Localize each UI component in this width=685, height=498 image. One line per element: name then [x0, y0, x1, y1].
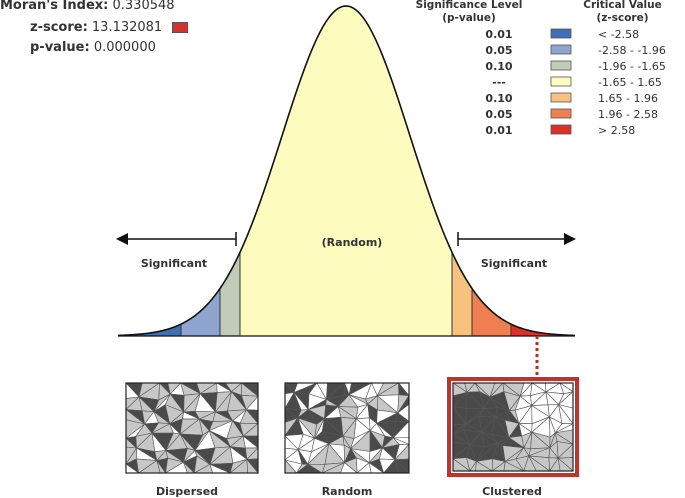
significance-heading-line1: Significance Level	[415, 0, 523, 11]
legend-z-range: < -2.58	[598, 28, 639, 41]
region-random	[240, 6, 452, 336]
region-gray-green	[220, 252, 240, 336]
region-orange	[472, 288, 511, 336]
p-value-value: 0.000000	[93, 40, 156, 55]
legend-color-swatch	[550, 28, 572, 39]
region-blue-dark	[118, 324, 181, 336]
clustered-highlight-frame	[447, 377, 579, 477]
legend-z-range: 1.65 - 1.96	[598, 92, 658, 105]
legend-p-value: 0.01	[485, 124, 512, 137]
legend-z-range: -2.58 - -1.96	[598, 44, 666, 57]
random-label: (Random)	[322, 236, 383, 249]
right-significant-label: Significant	[481, 257, 547, 270]
legend-color-swatch	[550, 44, 572, 55]
critical-value-heading-line2: (z-score)	[596, 12, 649, 24]
right-arrow-head	[564, 233, 576, 245]
legend-p-value: 0.10	[485, 60, 512, 73]
region-orange-light	[452, 252, 472, 336]
curve-outline	[117, 5, 576, 337]
critical-value-heading-line1: Critical Value	[583, 0, 662, 11]
region-red	[511, 324, 575, 336]
clustered-caption: Clustered	[482, 485, 542, 498]
legend-p-value: 0.01	[485, 28, 512, 41]
map-frame	[125, 382, 259, 474]
random-map	[283, 382, 410, 474]
legend-color-swatch	[550, 124, 572, 135]
z-score-label: z-score:	[30, 20, 88, 35]
legend-z-range: 1.96 - 2.58	[598, 108, 658, 121]
legend-color-swatch	[550, 76, 572, 87]
legend-z-range: > 2.58	[598, 124, 635, 137]
legend-p-value: ---	[492, 76, 506, 89]
legend-color-swatch	[550, 60, 572, 71]
morans-index-row: Moran's Index: 0.330548	[0, 0, 175, 13]
significance-heading: Significance Level (p-value)	[404, 0, 534, 25]
significance-heading-line2: (p-value)	[442, 12, 496, 24]
z-score-value: 13.132081	[91, 20, 163, 35]
map-frame	[284, 382, 410, 474]
random-caption: Random	[322, 485, 373, 498]
p-value-row: p-value: 0.000000	[30, 40, 156, 55]
clustered-map	[447, 377, 579, 477]
left-significant-label: Significant	[141, 257, 207, 270]
legend-z-range: -1.96 - -1.65	[598, 60, 666, 73]
legend-z-range: -1.65 - 1.65	[598, 76, 662, 89]
z-score-swatch	[172, 22, 189, 33]
morans-index-label: Moran's Index:	[0, 0, 109, 13]
legend-color-swatch	[550, 92, 572, 103]
left-arrow-head	[116, 233, 128, 245]
map-frame	[452, 382, 574, 472]
dispersed-caption: Dispersed	[156, 485, 218, 498]
z-score-row: z-score: 13.132081	[30, 20, 189, 35]
legend-p-value: 0.05	[485, 108, 512, 121]
p-value-label: p-value:	[30, 40, 90, 55]
dispersed-map	[125, 382, 259, 474]
legend-color-swatch	[550, 108, 572, 119]
legend-p-value: 0.10	[485, 92, 512, 105]
legend-p-value: 0.05	[485, 44, 512, 57]
critical-value-heading: Critical Value (z-score)	[575, 0, 670, 25]
morans-index-value: 0.330548	[112, 0, 175, 13]
region-blue-light	[181, 288, 220, 336]
